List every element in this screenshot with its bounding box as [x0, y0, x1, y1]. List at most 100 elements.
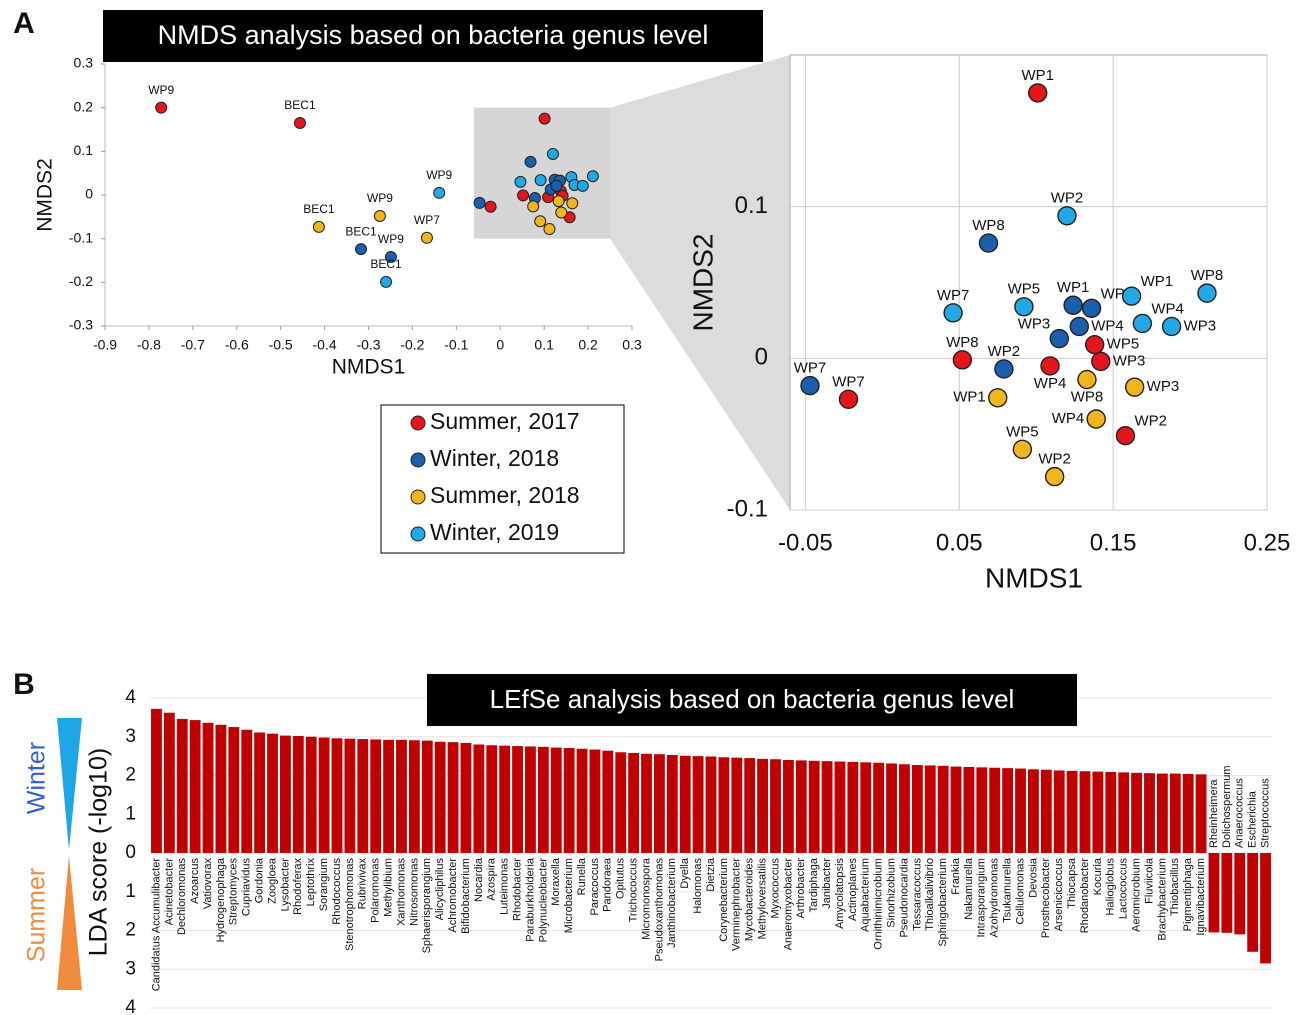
- data-point: [994, 359, 1014, 379]
- bar: [292, 735, 304, 853]
- bar: [1040, 769, 1052, 853]
- data-point: [1197, 283, 1217, 303]
- x-tick-label: Polaromonas: [370, 858, 382, 923]
- data-point: [800, 375, 820, 396]
- x-tick-label: Amycolatopsis: [834, 858, 846, 929]
- point-label: WP8: [946, 334, 979, 351]
- data-point: [1161, 316, 1182, 337]
- bar: [1027, 769, 1039, 853]
- data-point: [1014, 297, 1034, 317]
- point-label: WP7: [794, 360, 827, 377]
- x-tick-label: Escherichia: [1247, 790, 1259, 848]
- x-tick-label: Achromobacter: [447, 858, 459, 933]
- x-tick-label: Ignavibacterium: [1195, 858, 1207, 936]
- bar: [989, 767, 1001, 853]
- bar: [705, 756, 717, 853]
- data-point: [384, 251, 397, 264]
- x-tick-label: Thiobacillus: [1169, 858, 1181, 917]
- bar: [537, 746, 549, 853]
- x-tick-label: Anaerococcus: [1234, 778, 1246, 848]
- point-label: WP4: [1034, 375, 1067, 392]
- x-tick-label: Intrasporangium: [976, 858, 988, 938]
- bar: [808, 760, 820, 853]
- x-tick-label: Runella: [576, 857, 588, 895]
- bar: [1260, 853, 1271, 964]
- bar: [318, 737, 330, 853]
- x-tick-label: Sinorhizobium: [885, 858, 897, 928]
- data-point: [420, 231, 433, 244]
- x-tick-label: Paraburkholderia: [524, 857, 536, 942]
- x-tick-label: Sorangium: [318, 858, 330, 911]
- x-tick-label: Pseudonocardia: [898, 857, 910, 937]
- data-point: [527, 200, 540, 213]
- point-label: WP2: [1038, 451, 1071, 468]
- point-label: WP2: [1134, 413, 1167, 430]
- y-tick-label: 2: [125, 920, 136, 941]
- data-point: [1086, 409, 1106, 429]
- data-point: [543, 223, 556, 236]
- y-tick-label: 0.3: [74, 55, 94, 71]
- bar: [460, 742, 472, 853]
- legend-label: Summer, 2017: [430, 408, 580, 434]
- bar: [976, 767, 988, 853]
- y-tick-label: 3: [125, 726, 136, 747]
- x-tick-label: Nitrosomonas: [408, 858, 420, 926]
- y-tick-label: 3: [125, 958, 136, 979]
- bar: [396, 739, 407, 853]
- x-tick-label: Rheinheimera: [1208, 779, 1220, 848]
- point-label: WP5: [1006, 423, 1039, 440]
- bar: [782, 760, 794, 853]
- x-tick-label: Thiocapsa: [1066, 857, 1078, 909]
- x-tick-label: Microbacterium: [563, 858, 575, 933]
- bar: [757, 758, 769, 853]
- bar: [305, 736, 317, 853]
- bar: [1156, 773, 1168, 853]
- point-label: WP7: [937, 287, 970, 304]
- point-label: WP9: [367, 191, 393, 205]
- legend-marker: [410, 452, 426, 468]
- x-tick-label: Janthinobacterium: [666, 858, 678, 948]
- data-point: [1091, 351, 1111, 372]
- season-label: Winter: [23, 742, 51, 814]
- bar: [795, 760, 807, 853]
- x-tick-label: Anaeromyxobacter: [782, 858, 794, 951]
- point-label: WP7: [414, 213, 440, 227]
- x-tick-label: Pseudoxanthomonas: [653, 858, 665, 962]
- y-tick-label: 0: [125, 842, 136, 863]
- bar: [924, 765, 936, 853]
- bar: [151, 708, 162, 853]
- x-tick-label: Nakamurella: [963, 857, 975, 920]
- bar: [873, 762, 885, 853]
- bar: [641, 753, 652, 853]
- point-label: WP9: [148, 83, 174, 97]
- x-tick-label: 0.05: [936, 529, 983, 556]
- data-point: [380, 275, 393, 288]
- point-label: BEC1: [303, 202, 335, 216]
- bar: [886, 763, 897, 853]
- data-point: [838, 389, 859, 409]
- x-tick-label: Corynebacterium: [718, 858, 730, 942]
- legend-marker: [410, 489, 426, 505]
- x-tick-label: 0.2: [578, 337, 598, 353]
- x-tick-label: Pandoraea: [602, 857, 614, 912]
- data-point: [373, 209, 386, 222]
- y-tick-label: -0.3: [69, 317, 93, 333]
- x-tick-label: Bifidobacterium: [460, 858, 472, 934]
- bar: [589, 749, 601, 853]
- title-box: [427, 674, 1077, 726]
- legend-label: Winter, 2019: [430, 519, 559, 545]
- bar: [718, 757, 730, 853]
- bar: [1079, 771, 1091, 853]
- x-tick-label: -0.5: [269, 337, 293, 353]
- bar: [408, 740, 420, 853]
- x-tick-label: Brachybacterium: [1156, 858, 1168, 941]
- x-tick-label: Dyella: [679, 857, 691, 888]
- x-tick-label: Azoarcus: [189, 858, 201, 904]
- point-label: BEC1: [284, 98, 316, 112]
- data-point: [1057, 206, 1077, 226]
- bar: [576, 748, 588, 853]
- y-tick-label: -0.1: [727, 495, 768, 522]
- bar: [679, 755, 691, 853]
- y-tick-label: 0.1: [735, 192, 768, 219]
